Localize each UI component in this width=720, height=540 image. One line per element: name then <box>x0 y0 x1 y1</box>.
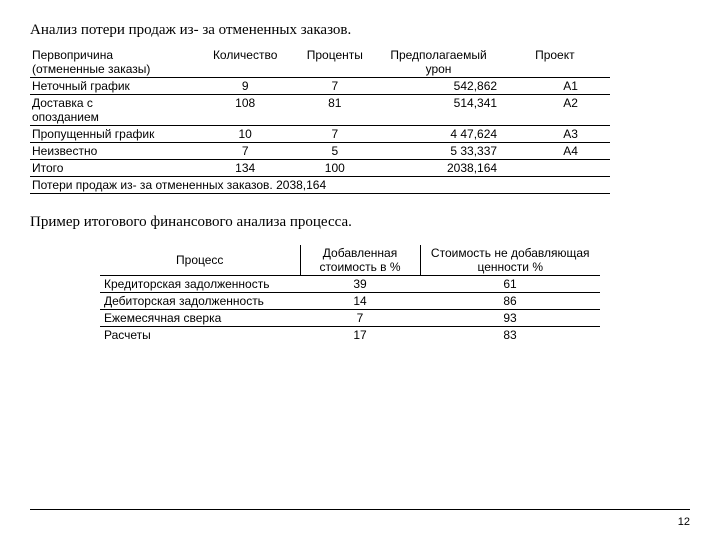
t2-h-c2: Добавленная стоимость в % <box>300 245 420 276</box>
t1-body: Неточный график 9 7 542,862 А1 Доставка … <box>30 78 610 194</box>
table-row: Дебиторская задолженность 14 86 <box>100 293 600 310</box>
t1-r1-c5: A2 <box>515 95 610 126</box>
heading-2: Пример итогового финансового анализа про… <box>30 214 690 231</box>
t1-r0-c5: А1 <box>515 78 610 95</box>
table-row: Расчеты 17 83 <box>100 327 600 344</box>
t1-r4-c2: 134 <box>199 160 294 177</box>
t2-h-c3a: Стоимость не добавляющая <box>431 246 590 260</box>
t1-r0-c1: Неточный график <box>30 78 199 95</box>
heading-1: Анализ потери продаж из- за отмененных з… <box>30 22 690 39</box>
t1-r3-c5: A4 <box>515 143 610 160</box>
table-row: Доставка с опозданием 108 81 514,341 A2 <box>30 95 610 126</box>
t1-r1-c1: Доставка с опозданием <box>30 95 199 126</box>
page: Анализ потери продаж из- за отмененных з… <box>0 0 720 540</box>
t2-r1-c2: 14 <box>300 293 420 310</box>
t2-h-c3b: ценности % <box>477 260 543 274</box>
t1-r4-c1: Итого <box>30 160 199 177</box>
t2-r0-c1: Кредиторская задолженность <box>100 276 300 293</box>
t2-r3-c2: 17 <box>300 327 420 344</box>
t1-r2-c5: A3 <box>515 126 610 143</box>
t1-h-c3: Проценты <box>294 47 378 78</box>
t1-r3-c4: 5 33,337 <box>378 143 515 160</box>
t2-h-c2a: Добавленная <box>323 246 397 260</box>
t1-summary: Потери продаж из- за отмененных заказов.… <box>30 177 610 194</box>
t2-h-c3: Стоимость не добавляющая ценности % <box>420 245 600 276</box>
t1-h-c4a: Предполагаемый <box>390 48 486 62</box>
t2-r0-c2: 39 <box>300 276 420 293</box>
t2-r1-c3: 86 <box>420 293 600 310</box>
table-row: Ежемесячная сверка 7 93 <box>100 310 600 327</box>
t1-r2-c4: 4 47,624 <box>378 126 515 143</box>
t1-h-c4b: урон <box>426 62 452 76</box>
t1-h-c1a: Первопричина <box>32 48 113 62</box>
table-cancelled-orders: Первопричина (отмененные заказы) Количес… <box>30 47 610 194</box>
t2-r1-c1: Дебиторская задолженность <box>100 293 300 310</box>
t2-h-c1: Процесс <box>100 245 300 276</box>
t1-r2-c3: 7 <box>294 126 378 143</box>
t1-h-c2: Количество <box>199 47 294 78</box>
table-row: Неизвестно 7 5 5 33,337 A4 <box>30 143 610 160</box>
table-row: Неточный график 9 7 542,862 А1 <box>30 78 610 95</box>
table-row: Итого 134 100 2038,164 <box>30 160 610 177</box>
t1-r3-c2: 7 <box>199 143 294 160</box>
t1-r0-c2: 9 <box>199 78 294 95</box>
t1-summary-row: Потери продаж из- за отмененных заказов.… <box>30 177 610 194</box>
t2-r3-c3: 83 <box>420 327 600 344</box>
table-row: Кредиторская задолженность 39 61 <box>100 276 600 293</box>
t2-r2-c2: 7 <box>300 310 420 327</box>
t1-r1-c2: 108 <box>199 95 294 126</box>
t2-r0-c3: 61 <box>420 276 600 293</box>
t1-r1-c4: 514,341 <box>378 95 515 126</box>
t1-r1-c3: 81 <box>294 95 378 126</box>
t2-h-c2b: стоимость в % <box>319 260 400 274</box>
t1-r3-c3: 5 <box>294 143 378 160</box>
t1-h-c5: Проект <box>515 47 610 78</box>
t2-r2-c3: 93 <box>420 310 600 327</box>
t1-h-c4: Предполагаемый урон <box>378 47 515 78</box>
table-row: Пропущенный график 10 7 4 47,624 A3 <box>30 126 610 143</box>
t2-body: Кредиторская задолженность 39 61 Дебитор… <box>100 276 600 344</box>
t2-r2-c1: Ежемесячная сверка <box>100 310 300 327</box>
t1-r4-c4: 2038,164 <box>378 160 515 177</box>
t1-r3-c1: Неизвестно <box>30 143 199 160</box>
t1-r2-c1: Пропущенный график <box>30 126 199 143</box>
t1-r2-c2: 10 <box>199 126 294 143</box>
t2-r3-c1: Расчеты <box>100 327 300 344</box>
t1-r4-c5 <box>515 160 610 177</box>
t1-r4-c3: 100 <box>294 160 378 177</box>
t1-r0-c3: 7 <box>294 78 378 95</box>
table-financial-analysis: Процесс Добавленная стоимость в % Стоимо… <box>100 245 600 343</box>
footer-divider <box>30 509 690 510</box>
t1-h-c1b: (отмененные заказы) <box>32 62 150 76</box>
page-number: 12 <box>678 516 690 528</box>
t1-h-c1: Первопричина (отмененные заказы) <box>30 47 199 78</box>
t1-r0-c4: 542,862 <box>378 78 515 95</box>
